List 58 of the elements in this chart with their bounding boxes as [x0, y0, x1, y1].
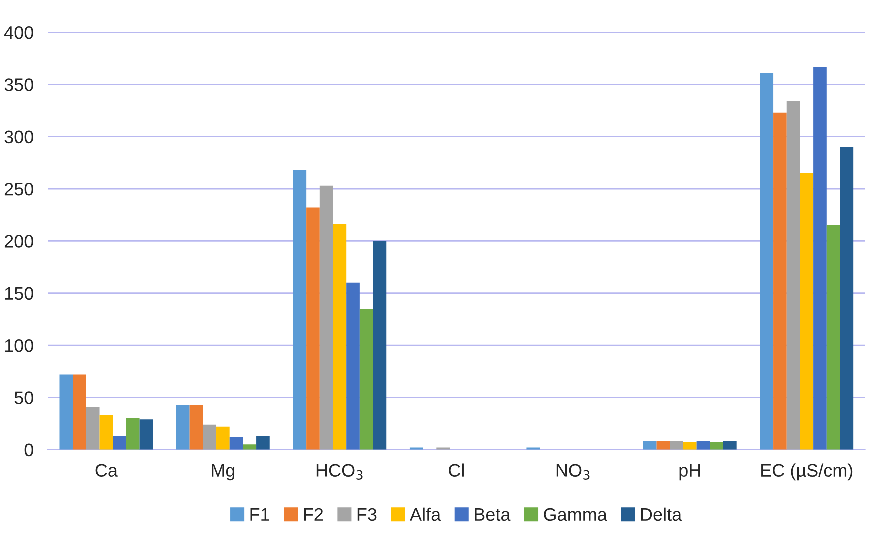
- bar: [786, 101, 800, 450]
- x-tick-label: Cl: [449, 464, 464, 478]
- bar: [113, 436, 126, 450]
- bar: [306, 208, 320, 450]
- bar: [774, 112, 787, 450]
- bar: [696, 442, 710, 450]
- legend-label: Alfa: [410, 508, 442, 522]
- x-tick-label: EC (µS/cm): [762, 464, 853, 481]
- legend-label: F2: [304, 508, 324, 521]
- x-tick-label: pH: [680, 464, 700, 481]
- y-tick-label: 100: [5, 339, 34, 352]
- bar: [176, 404, 190, 450]
- bar: [293, 170, 307, 450]
- bar: [826, 226, 840, 450]
- bar: [256, 436, 270, 450]
- bar: [126, 418, 140, 450]
- legend-label: Delta: [641, 508, 682, 522]
- bar: [60, 374, 74, 450]
- y-tick-label: 150: [5, 287, 34, 300]
- bar: [800, 173, 814, 450]
- bar: [333, 224, 347, 450]
- bar: [683, 442, 697, 450]
- x-tick-label: Mg: [212, 464, 235, 481]
- bar: [373, 241, 387, 450]
- bar: [360, 309, 374, 450]
- bar: [840, 147, 854, 450]
- bar: [710, 442, 724, 450]
- bar: [243, 444, 257, 450]
- bar: [670, 442, 684, 450]
- legend-label: F3: [358, 508, 377, 522]
- bar: [216, 426, 230, 450]
- legend-label: Beta: [475, 508, 511, 522]
- x-tick-label: HCO$_{3}$: [316, 464, 363, 480]
- y-tick-label: 0: [24, 444, 34, 457]
- bar: [140, 420, 154, 450]
- bar: [86, 407, 100, 450]
- y-tick-label: 300: [4, 130, 34, 144]
- y-tick-label: 50: [14, 392, 34, 404]
- legend-label: F1: [250, 508, 270, 521]
- y-tick-label: 200: [4, 235, 34, 248]
- bar: [230, 437, 244, 450]
- bar: [643, 442, 657, 450]
- bar: [346, 282, 360, 450]
- bar: [320, 186, 334, 450]
- legend-label: Gamma: [544, 508, 608, 522]
- bar: [203, 424, 217, 450]
- x-tick-label: Ca: [96, 464, 118, 478]
- bar: [724, 442, 737, 450]
- y-tick-label: 400: [4, 26, 34, 40]
- y-tick-label: 250: [4, 182, 34, 196]
- bar: [73, 374, 86, 450]
- bar: [656, 442, 670, 450]
- x-tick-label: NO$_{3}$: [556, 464, 590, 480]
- bar: [100, 415, 114, 450]
- bar: [814, 66, 827, 450]
- y-tick-label: 350: [4, 78, 34, 92]
- bar: [190, 404, 204, 450]
- bar: [760, 73, 774, 450]
